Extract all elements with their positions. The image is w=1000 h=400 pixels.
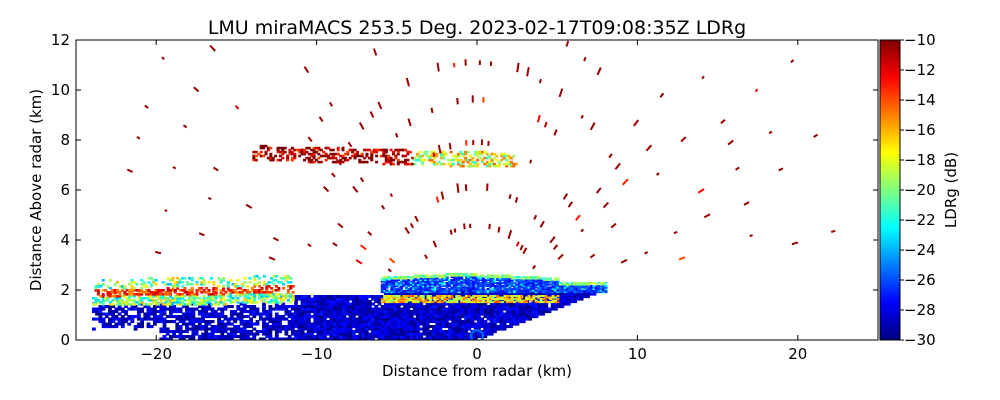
radar-origin-echo bbox=[469, 329, 485, 340]
colorbar-tick-label: −28 bbox=[904, 301, 936, 319]
y-tick-label: 4 bbox=[60, 231, 70, 249]
far-left-layer-cells bbox=[92, 275, 295, 306]
y-tick-label: 12 bbox=[51, 31, 70, 49]
y-tick-label: 10 bbox=[51, 81, 70, 99]
radar-cells bbox=[92, 40, 836, 340]
x-tick-label: −20 bbox=[140, 345, 172, 363]
colorbar-tick-label: −20 bbox=[904, 181, 936, 199]
y-ticks: 0 2 4 6 8 10 12 bbox=[51, 31, 878, 349]
y-tick-label: 6 bbox=[60, 181, 70, 199]
elevated-layer-cells bbox=[252, 144, 518, 168]
x-ticks: −20 −10 0 10 20 bbox=[140, 40, 807, 363]
x-tick-label: −10 bbox=[301, 345, 333, 363]
x-tick-label: 20 bbox=[788, 345, 807, 363]
colorbar-tick-label: −26 bbox=[904, 271, 936, 289]
colorbar-ticks: −10 −12 −14 −16 −18 −20 −22 −24 −26 −28 −30 bbox=[900, 31, 936, 349]
y-axis-label: Distance Above radar (km) bbox=[27, 89, 45, 291]
colorbar-tick-label: −22 bbox=[904, 211, 936, 229]
colorbar-label: LDRg (dB) bbox=[942, 152, 960, 228]
scattered-echo-cells bbox=[126, 40, 836, 273]
chart-title: LMU miraMACS 253.5 Deg. 2023-02-17T09:08… bbox=[208, 17, 746, 39]
colorbar-tick-label: −18 bbox=[904, 151, 936, 169]
bright-band-cells bbox=[380, 295, 560, 304]
colorbar: −10 −12 −14 −16 −18 −20 −22 −24 −26 −28 −30 LDRg (… bbox=[879, 31, 960, 349]
colorbar-tick-label: −24 bbox=[904, 241, 936, 259]
y-tick-label: 8 bbox=[60, 131, 70, 149]
colorbar-tick-label: −12 bbox=[904, 61, 936, 79]
y-tick-label: 2 bbox=[60, 281, 70, 299]
colorbar-tick-label: −10 bbox=[904, 31, 936, 49]
colorbar-tick-label: −30 bbox=[904, 331, 936, 349]
x-tick-label: 10 bbox=[628, 345, 647, 363]
boundary-layer-cells bbox=[92, 290, 603, 340]
colorbar-tick-label: −14 bbox=[904, 91, 936, 109]
colorbar-tick-label: −16 bbox=[904, 121, 936, 139]
colorbar-gradient bbox=[879, 39, 901, 341]
y-tick-label: 0 bbox=[60, 331, 70, 349]
plot-area: −20 −10 0 10 20 0 2 4 6 8 10 12 bbox=[51, 31, 879, 363]
low-cloud-top-cells bbox=[380, 273, 608, 294]
x-tick-label: 0 bbox=[472, 345, 482, 363]
x-axis-label: Distance from radar (km) bbox=[382, 362, 572, 380]
